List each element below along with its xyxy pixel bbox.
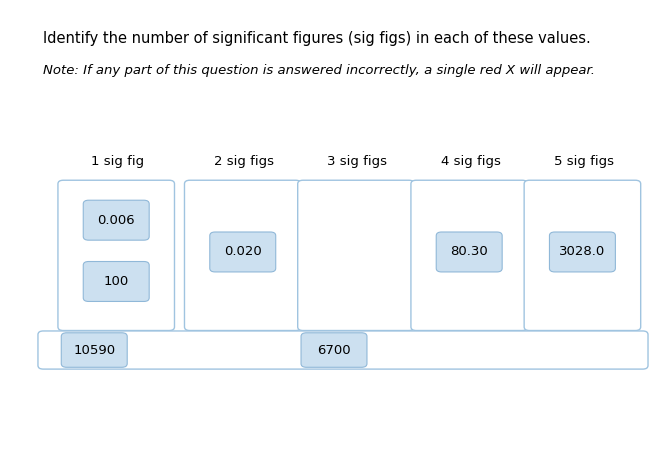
FancyBboxPatch shape <box>436 232 502 272</box>
Text: 2 sig figs: 2 sig figs <box>214 155 274 168</box>
Text: 10590: 10590 <box>73 344 115 356</box>
FancyBboxPatch shape <box>83 200 149 240</box>
FancyBboxPatch shape <box>210 232 276 272</box>
FancyBboxPatch shape <box>298 180 414 331</box>
FancyBboxPatch shape <box>61 333 127 367</box>
Text: 4 sig figs: 4 sig figs <box>441 155 500 168</box>
FancyBboxPatch shape <box>549 232 615 272</box>
Text: 0.020: 0.020 <box>224 246 262 258</box>
Text: 1 sig fig: 1 sig fig <box>91 155 144 168</box>
Text: Note: If any part of this question is answered incorrectly, a single red X will : Note: If any part of this question is an… <box>43 64 595 77</box>
Text: 5 sig figs: 5 sig figs <box>553 155 614 168</box>
Text: Identify the number of significant figures (sig figs) in each of these values.: Identify the number of significant figur… <box>43 31 591 46</box>
FancyBboxPatch shape <box>184 180 301 331</box>
Text: 3028.0: 3028.0 <box>559 246 605 258</box>
FancyBboxPatch shape <box>83 262 149 301</box>
FancyBboxPatch shape <box>301 333 367 367</box>
Text: 100: 100 <box>104 275 129 288</box>
Text: 0.006: 0.006 <box>97 214 135 227</box>
FancyBboxPatch shape <box>411 180 527 331</box>
Text: 3 sig figs: 3 sig figs <box>327 155 388 168</box>
Text: 6700: 6700 <box>317 344 351 356</box>
FancyBboxPatch shape <box>58 180 174 331</box>
FancyBboxPatch shape <box>38 331 648 369</box>
Text: 80.30: 80.30 <box>450 246 488 258</box>
FancyBboxPatch shape <box>524 180 641 331</box>
